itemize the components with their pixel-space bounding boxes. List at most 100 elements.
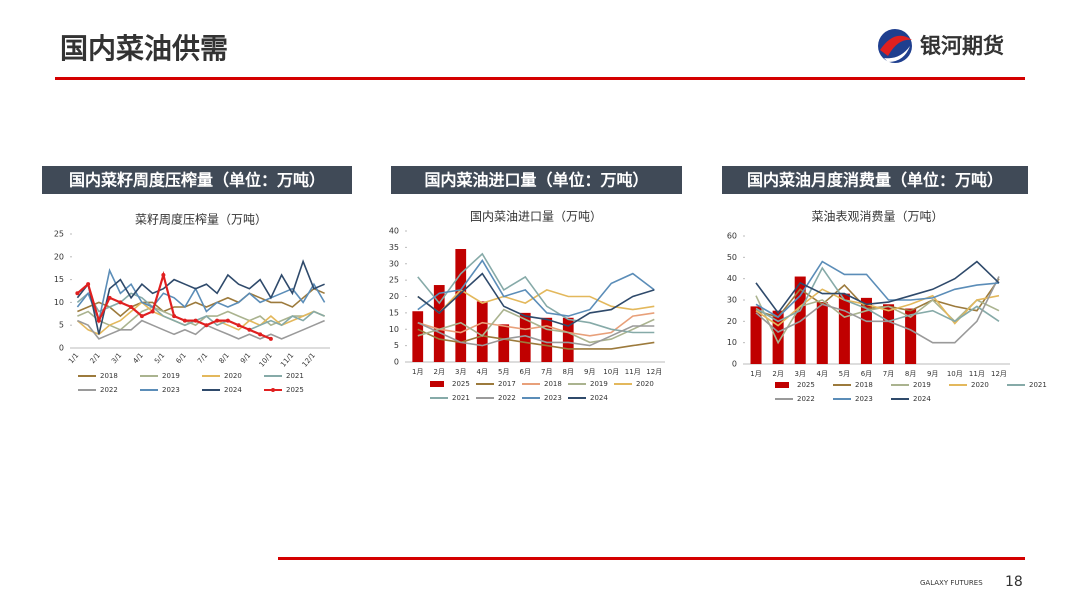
chart-title: 菜油表观消费量（万吨）: [811, 210, 943, 224]
line: [755, 260, 1000, 319]
y-tick-label: 25: [54, 230, 64, 239]
x-tick-label: 9/1: [239, 351, 252, 365]
y-tick-label: 10: [389, 325, 399, 334]
line-marker: [236, 323, 241, 328]
page-number: 18: [1005, 574, 1023, 590]
legend-label: 2018: [544, 380, 562, 388]
line-marker: [258, 332, 263, 337]
legend-label: 2021: [1029, 381, 1047, 389]
x-tick-label: 3/1: [110, 351, 123, 365]
footer-rule: [278, 557, 1025, 560]
line: [417, 328, 655, 350]
legend-label: 2020: [636, 380, 654, 388]
y-tick-label: 0: [59, 344, 64, 353]
x-tick-label: 8月: [563, 368, 574, 376]
line-marker: [225, 318, 230, 323]
chart-title: 国内菜油进口量（万吨）: [470, 210, 602, 224]
x-tick-label: 3月: [794, 370, 805, 378]
x-tick-label: 7月: [541, 368, 552, 376]
bar: [519, 312, 531, 362]
legend-label: 2023: [855, 395, 873, 403]
legend-label: 2025: [286, 386, 304, 394]
line: [417, 272, 655, 327]
bar: [838, 293, 850, 364]
x-tick-label: 2月: [772, 370, 783, 378]
x-tick-label: 12月: [991, 370, 1007, 378]
legend-label: 2022: [498, 394, 516, 402]
legend-label: 2019: [590, 380, 608, 388]
y-tick-label: 10: [727, 338, 737, 347]
legend-label: 2021: [452, 394, 470, 402]
x-tick-label: 2/1: [89, 351, 102, 365]
legend-label: 2023: [544, 394, 562, 402]
x-tick-label: 4月: [817, 370, 828, 378]
line-marker: [193, 318, 198, 323]
y-tick-label: 0: [732, 360, 737, 369]
x-tick-label: 10月: [947, 370, 963, 378]
line: [755, 278, 1000, 319]
line: [417, 321, 655, 347]
x-tick-label: 11月: [969, 370, 985, 378]
y-tick-label: 40: [389, 227, 399, 236]
panel-title: 国内菜油月度消费量（单位：万吨）: [747, 171, 1003, 190]
line-marker: [204, 323, 209, 328]
x-tick-label: 10月: [603, 368, 619, 376]
line-marker: [75, 291, 80, 296]
line: [755, 266, 1000, 323]
line-marker: [172, 314, 177, 319]
bar: [860, 297, 872, 364]
x-tick-label: 6月: [861, 370, 872, 378]
legend-label: 2024: [224, 386, 242, 394]
line: [77, 319, 325, 340]
y-tick-label: 0: [394, 358, 399, 367]
legend-swatch: [775, 382, 789, 388]
line-marker: [182, 318, 187, 323]
y-tick-label: 60: [727, 232, 737, 241]
panel-banner: [722, 166, 1028, 194]
legend-label: 2022: [100, 386, 118, 394]
line: [76, 268, 326, 324]
legend-label: 2020: [224, 372, 242, 380]
legend-label: 2024: [590, 394, 608, 402]
bar: [562, 317, 574, 362]
y-tick-label: 25: [389, 276, 399, 285]
legend-label: 2020: [971, 381, 989, 389]
y-tick-label: 15: [389, 308, 399, 317]
x-tick-label: 5/1: [153, 351, 166, 365]
bar: [816, 302, 828, 364]
line: [755, 260, 1000, 315]
legend-label: 2024: [913, 395, 931, 403]
line-marker: [86, 282, 91, 287]
line: [417, 252, 655, 334]
bar: [772, 310, 784, 364]
line-marker: [107, 295, 112, 300]
bar: [794, 276, 806, 364]
legend-label: 2019: [913, 381, 931, 389]
x-tick-label: 10/1: [258, 351, 274, 368]
y-tick-label: 20: [727, 317, 737, 326]
y-tick-label: 20: [389, 292, 399, 301]
panel-banner: [391, 166, 682, 194]
legend-label: 2018: [855, 381, 873, 389]
bar: [541, 317, 553, 362]
bar: [476, 301, 488, 362]
legend-label: 2025: [797, 381, 815, 389]
x-tick-label: 2月: [434, 368, 445, 376]
x-tick-label: 12/1: [301, 351, 317, 368]
legend-label: 2017: [498, 380, 516, 388]
x-tick-label: 4/1: [132, 351, 145, 365]
slide-title: 国内菜油供需: [60, 32, 228, 65]
logo: [878, 29, 912, 63]
line-marker: [247, 327, 252, 332]
y-tick-label: 30: [389, 259, 399, 268]
logo-swoosh-light: [884, 46, 910, 62]
bar: [883, 304, 895, 364]
x-tick-label: 11/1: [279, 351, 295, 368]
chart-title: 菜籽周度压榨量（万吨）: [135, 212, 267, 227]
x-tick-label: 6/1: [175, 351, 188, 365]
panel-title: 国内菜籽周度压榨量（单位：万吨）: [69, 171, 325, 190]
y-tick-label: 30: [727, 296, 737, 305]
footer-brand: GALAXY FUTURES: [920, 579, 983, 587]
line: [76, 259, 325, 335]
x-tick-label: 12月: [646, 368, 662, 376]
